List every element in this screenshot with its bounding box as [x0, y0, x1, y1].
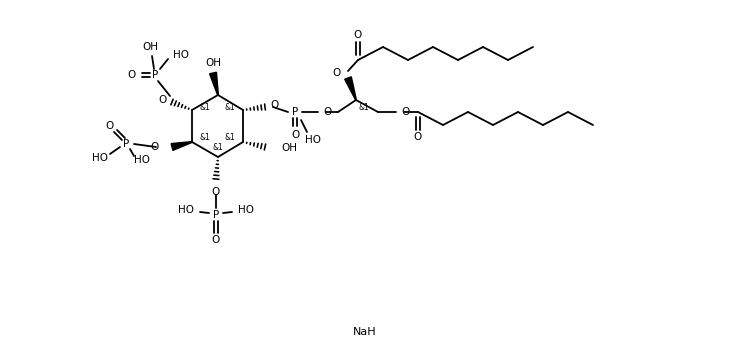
Text: NaH: NaH: [353, 327, 376, 337]
Text: HO: HO: [92, 153, 108, 163]
Polygon shape: [344, 77, 356, 100]
Text: HO: HO: [178, 205, 194, 215]
Text: O: O: [354, 30, 362, 40]
Text: OH: OH: [281, 143, 297, 153]
Text: O: O: [128, 70, 136, 80]
Text: O: O: [151, 142, 159, 152]
Text: HO: HO: [134, 155, 150, 165]
Text: O: O: [291, 130, 299, 140]
Text: &1: &1: [359, 104, 369, 112]
Text: P: P: [292, 107, 298, 117]
Text: O: O: [105, 121, 113, 131]
Text: O: O: [414, 132, 422, 142]
Text: O: O: [159, 95, 167, 105]
Text: O: O: [270, 100, 278, 110]
Text: O: O: [323, 107, 331, 117]
Text: P: P: [152, 70, 158, 80]
Polygon shape: [210, 72, 218, 95]
Text: O: O: [401, 107, 409, 117]
Text: OH: OH: [205, 58, 221, 68]
Text: O: O: [212, 235, 220, 245]
Text: HO: HO: [238, 205, 254, 215]
Text: &1: &1: [199, 134, 211, 143]
Text: O: O: [212, 187, 220, 197]
Text: P: P: [213, 210, 219, 220]
Text: OH: OH: [142, 42, 158, 52]
Text: O: O: [332, 68, 341, 78]
Text: P: P: [123, 139, 129, 149]
Text: HO: HO: [305, 135, 321, 145]
Polygon shape: [171, 141, 192, 150]
Text: &1: &1: [225, 103, 235, 112]
Text: &1: &1: [199, 103, 211, 112]
Text: HO: HO: [173, 50, 189, 60]
Text: &1: &1: [213, 143, 223, 152]
Text: &1: &1: [225, 134, 235, 143]
